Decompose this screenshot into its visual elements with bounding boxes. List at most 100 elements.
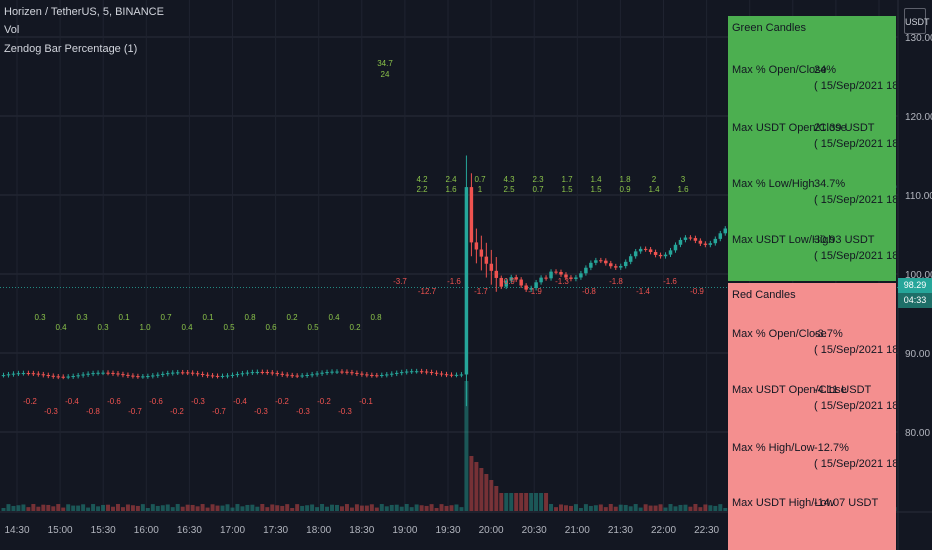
candle-body <box>240 373 245 375</box>
x-tick-label: 22:30 <box>694 525 719 536</box>
volume-bar <box>175 504 180 511</box>
x-tick-label: 19:00 <box>392 525 417 536</box>
volume-bar <box>514 493 519 511</box>
volume-bar <box>713 505 718 511</box>
green-pct-label: 0.2 <box>286 313 298 322</box>
candle-body <box>315 373 319 375</box>
volume-bar <box>335 504 339 511</box>
volume-bar <box>613 506 618 511</box>
volume-bar <box>459 507 464 511</box>
green-pct-label: 24 <box>381 70 390 79</box>
candle-body <box>355 372 359 374</box>
volume-bar <box>1 508 6 511</box>
candle-body <box>116 373 120 375</box>
volume-bar <box>469 456 474 511</box>
candle-body <box>524 285 528 290</box>
row-value: 30.93 USDT <box>814 234 875 246</box>
volume-bar <box>280 505 285 511</box>
volume-bar <box>300 505 305 511</box>
candle-body <box>469 187 474 243</box>
green-pct-label: 1.6 <box>445 185 457 194</box>
candle-body <box>340 371 344 373</box>
candle-body <box>464 187 469 375</box>
red-pct-label: -1.8 <box>609 277 623 286</box>
candle-body <box>643 248 648 250</box>
volume-bar <box>61 507 66 511</box>
candle-body <box>439 373 444 375</box>
candle-body <box>131 375 135 377</box>
row-date: ( 15/Sep/2021 18:45:00 ) <box>814 250 896 262</box>
volume-bar <box>111 506 115 511</box>
green-pct-label: 2.3 <box>532 175 544 184</box>
volume-bar <box>489 480 494 511</box>
candle-body <box>614 266 618 268</box>
candle-body <box>166 373 170 375</box>
volume-bar <box>81 504 86 511</box>
volume-bar <box>26 507 31 511</box>
y-tick-label: 120.00 <box>905 112 932 123</box>
volume-bar <box>295 504 300 511</box>
volume-bar <box>344 504 349 511</box>
candle-body <box>414 371 419 373</box>
currency-unit-button[interactable]: USDT <box>904 8 930 34</box>
candle-body <box>474 242 479 250</box>
volume-bar <box>86 507 91 511</box>
volume-bar <box>120 507 125 511</box>
volume-bar <box>210 504 215 511</box>
candle-body <box>479 249 484 257</box>
volume-bar <box>325 506 330 511</box>
last-price-tag: 98.29 <box>898 278 932 293</box>
candle-body <box>21 373 26 375</box>
candle-body <box>589 262 593 268</box>
green-pct-label: 1.6 <box>677 185 689 194</box>
time-axis: 14:30 15:00 15:30 16:00 16:30 17:00 17:30 18:00… <box>4 525 891 536</box>
volume-bar <box>135 505 140 511</box>
candle-body <box>285 374 289 376</box>
candle-body <box>245 372 250 374</box>
volume-bar <box>96 506 101 511</box>
volume-bar <box>603 507 608 511</box>
x-tick-label: 16:00 <box>134 525 159 536</box>
red-pct-label: -0.9 <box>501 277 515 286</box>
volume-bar <box>230 507 235 511</box>
candle-body <box>290 375 294 377</box>
volume-bar <box>250 504 255 511</box>
candle-body <box>121 374 125 376</box>
candle-body <box>678 239 683 245</box>
volume-bar <box>185 504 190 511</box>
volume-bar <box>404 504 409 511</box>
volume-indicator-label[interactable]: Vol <box>4 24 20 36</box>
volume-bar <box>205 507 210 511</box>
red-pct-label: -0.9 <box>690 287 704 296</box>
volume-bar <box>648 505 653 511</box>
volume-bar <box>270 504 275 511</box>
volume-bar <box>379 504 384 511</box>
x-tick-label: 20:00 <box>479 525 504 536</box>
red-pct-label: -0.2 <box>317 397 331 406</box>
candle-body <box>399 372 404 374</box>
candle-body <box>270 372 275 374</box>
candle-body <box>151 375 155 377</box>
candle-body <box>235 374 240 376</box>
x-tick-label: 18:00 <box>306 525 331 536</box>
candle-body <box>86 373 90 375</box>
candle-body <box>594 260 598 263</box>
volume-bar <box>414 504 419 511</box>
green-pct-label: 4.2 <box>416 175 428 184</box>
candle-body <box>683 237 688 240</box>
volume-bar <box>539 493 544 511</box>
green-pct-label: 2.2 <box>416 185 428 194</box>
red-pct-label: -0.2 <box>23 397 37 406</box>
green-pct-label: 1 <box>478 185 483 194</box>
volume-bar <box>21 504 26 511</box>
indicator-label[interactable]: Zendog Bar Percentage (1) <box>4 43 138 55</box>
candle-body <box>559 271 563 275</box>
candle-body <box>673 244 678 251</box>
volume-bar <box>310 504 315 511</box>
row-value: -12.7% <box>814 442 849 454</box>
candle-body <box>424 371 429 373</box>
red-pct-label: -0.8 <box>86 407 100 416</box>
volume-bar <box>419 505 424 511</box>
volume-bar <box>354 504 359 511</box>
